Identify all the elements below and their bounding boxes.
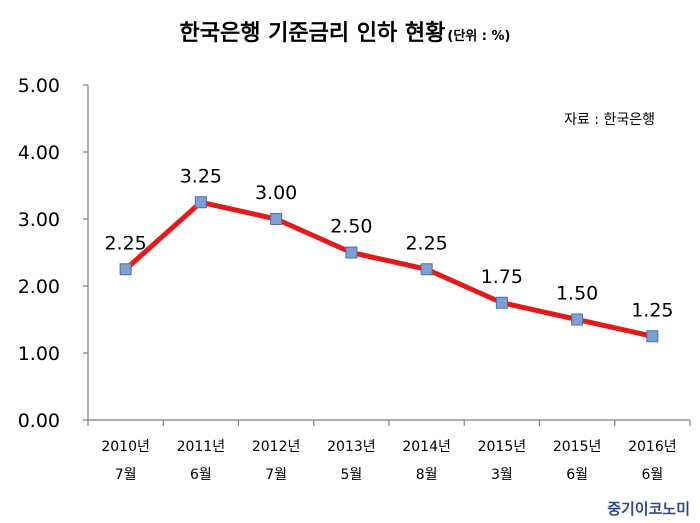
y-tick-label: 0.00: [18, 410, 60, 432]
data-point: [119, 263, 132, 276]
x-tick-label-month: 6월: [190, 467, 212, 483]
x-tick-label-month: 8월: [416, 467, 438, 483]
x-tick-label-month: 6월: [566, 467, 588, 483]
data-label: 1.50: [556, 283, 598, 305]
data-label: 1.25: [631, 299, 673, 321]
axes: [83, 84, 691, 426]
x-tick-label-year: 2015년: [553, 439, 602, 455]
data-label: 2.25: [104, 232, 146, 254]
data-point: [646, 330, 659, 343]
rate-line: [123, 199, 655, 339]
x-tick-label-month: 7월: [265, 467, 287, 483]
x-tick-label-year: 2016년: [628, 439, 677, 455]
data-point: [420, 263, 433, 276]
chart-title: 한국은행 기준금리 인하 현황 (단위 : %): [180, 21, 511, 46]
y-tick-label: 5.00: [18, 75, 60, 97]
chart-unit: (단위 : %): [447, 28, 510, 44]
y-tick-label: 2.00: [18, 276, 60, 298]
brand-logo: 중기이코노미: [607, 500, 690, 518]
x-tick-label-year: 2011년: [177, 439, 226, 455]
data-label: 3.25: [180, 165, 222, 187]
x-tick-label-year: 2012년: [252, 439, 301, 455]
data-point: [345, 246, 358, 259]
data-labels: 2.25 3.25 3.00 2.50 2.25 1.75 1.50 1.25: [104, 165, 673, 321]
y-tick-label: 4.00: [18, 142, 60, 164]
data-label: 1.75: [481, 266, 523, 288]
data-label: 3.00: [255, 182, 297, 204]
data-point: [270, 213, 283, 225]
x-tick-label-month: 6월: [641, 467, 663, 483]
x-tick-label-year: 2015년: [478, 439, 527, 455]
y-tick-label: 1.00: [18, 343, 60, 365]
x-tick-label-year: 2013년: [327, 439, 376, 455]
x-tick-label-year: 2014년: [402, 439, 451, 455]
data-point: [495, 296, 508, 309]
x-tick-label-month: 3월: [491, 467, 513, 483]
x-tick-label-month: 5월: [340, 467, 362, 483]
y-tick-labels: 0.00 1.00 2.00 3.00 4.00 5.00: [18, 75, 60, 432]
x-tick-label-month: 7월: [115, 467, 137, 483]
x-tick-labels: 2010년 7월 2011년 6월 2012년 7월 2013년 5월 2014년 8월 2015년…: [101, 439, 676, 483]
data-label: 2.25: [405, 232, 447, 254]
source-note: 자료 : 한국은행: [564, 112, 655, 128]
y-tick-label: 3.00: [18, 209, 60, 231]
chart-title-main: 한국은행 기준금리 인하 현황: [180, 21, 446, 46]
x-tick-label-year: 2010년: [101, 439, 150, 455]
data-point: [571, 313, 584, 326]
series-markers: [119, 196, 659, 343]
data-point: [194, 196, 207, 209]
series-line: [123, 199, 655, 339]
data-label: 2.50: [330, 216, 372, 238]
